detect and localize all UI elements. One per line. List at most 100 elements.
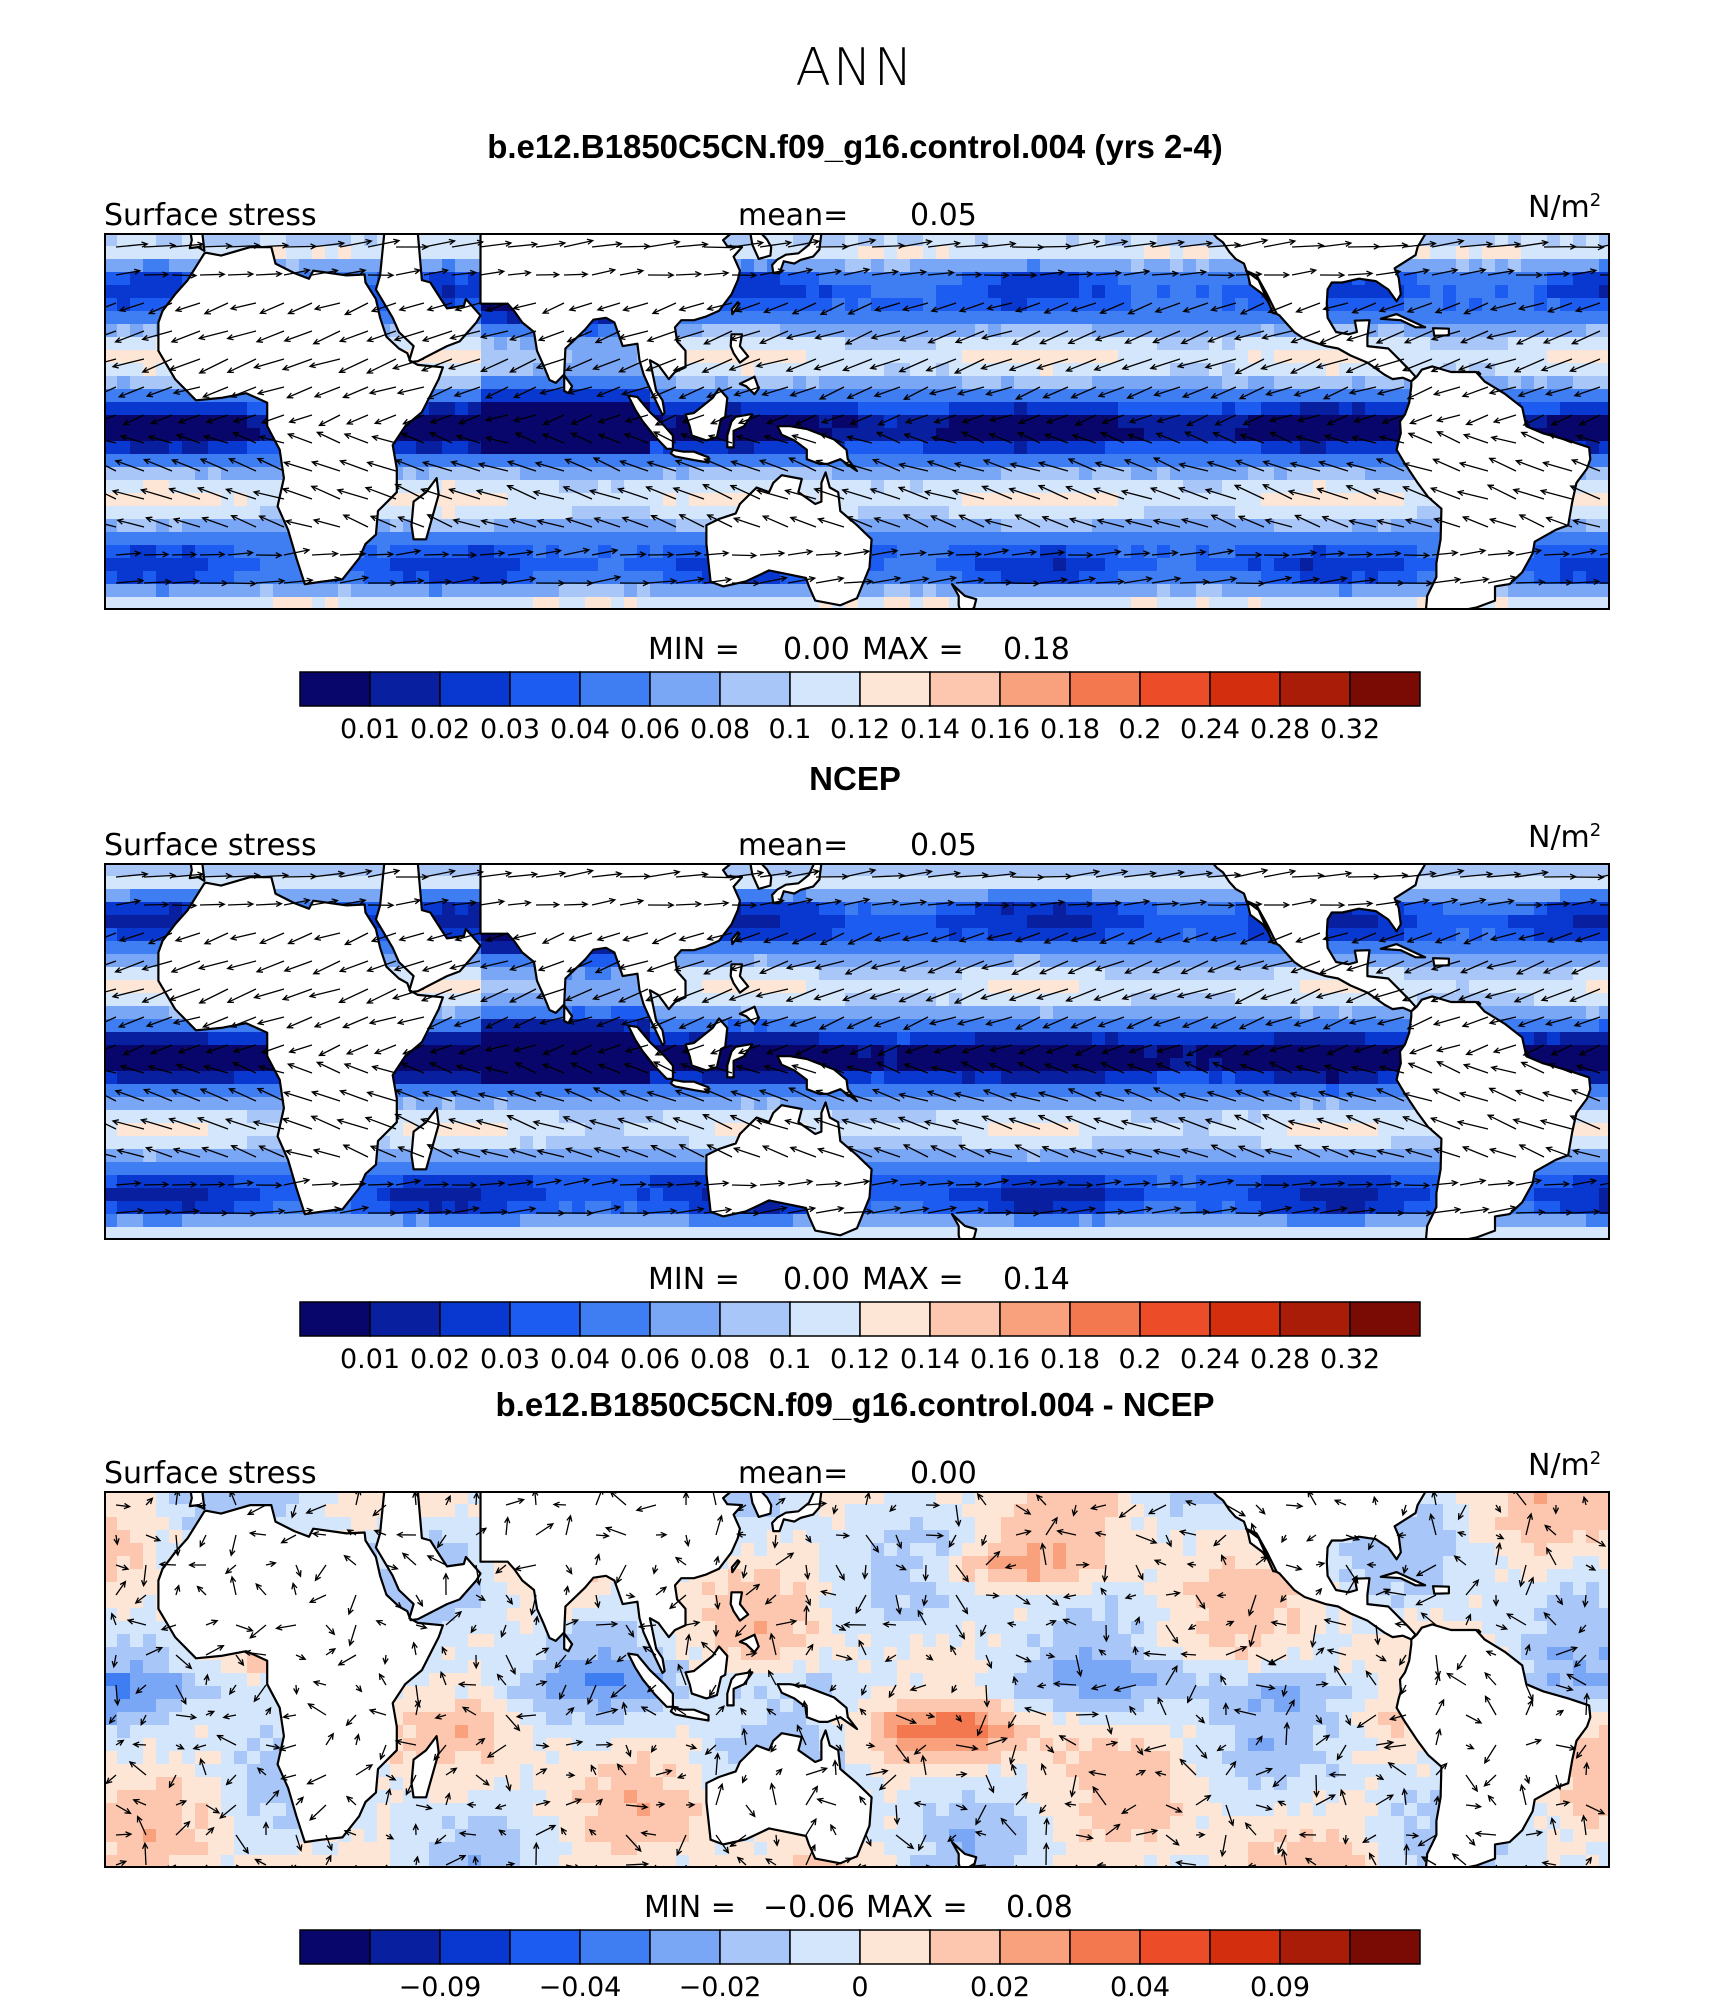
field-cell [143,571,157,585]
field-cell [1170,584,1184,598]
field-cell [182,454,196,468]
field-cell [845,915,859,929]
stress-vector [1573,386,1601,397]
field-cell [871,519,885,533]
field-cell [611,467,625,481]
stress-vector [1433,517,1461,528]
panel-title: NCEP [809,760,901,797]
field-cell [1157,558,1171,572]
stress-vector [1235,271,1263,278]
stress-vector [594,330,621,344]
field-cell [1365,597,1379,610]
field-cell [1274,402,1288,416]
field-cell [1157,941,1171,955]
field-cell [416,597,430,610]
field-cell [156,467,170,481]
field-cell [871,337,885,351]
field-cell [1118,467,1132,481]
field-cell [1378,571,1392,585]
stress-vector [1488,386,1517,396]
field-cell [910,246,924,260]
field-cell [1573,272,1587,286]
field-cell [104,863,118,877]
field-cell [247,584,261,598]
stress-vector [312,330,341,345]
stress-vector [930,435,957,444]
field-cell [208,493,222,507]
stress-vector [1319,240,1353,248]
field-cell [884,376,898,390]
field-cell [1339,441,1353,455]
stress-vector [115,241,149,248]
field-cell [546,584,560,598]
field-cell [1144,480,1158,494]
stress-vector [901,302,929,312]
field-cell [871,246,885,260]
field-cell [598,506,612,520]
stress-vector [619,268,645,276]
stress-vector [958,514,985,528]
field-cell [455,246,469,260]
field-cell [169,558,183,572]
field-cell [1027,389,1041,403]
stress-vector [281,487,313,500]
colorbar-tick-label: 0.02 [410,714,470,745]
field-cell [1495,311,1509,325]
field-cell [1027,441,1041,455]
stress-vector [171,241,205,248]
stress-vector [447,358,481,371]
field-cell [1027,363,1041,377]
field-cell [650,493,664,507]
field-cell [1209,363,1223,377]
field-cell [429,272,443,286]
stress-vector [479,268,506,276]
stress-vector [226,330,257,341]
field-cell [754,915,768,929]
field-cell [988,558,1002,572]
stress-vector [283,330,313,343]
field-cell [1222,441,1236,455]
field-cell [845,480,859,494]
stress-vector [927,269,955,277]
stress-vector [734,302,761,313]
field-cell [1157,902,1171,916]
field-cell [1014,259,1028,273]
field-cell [1443,350,1457,364]
stress-vector [284,519,313,528]
field-cell [637,571,651,585]
stress-vector [591,547,619,556]
field-cell [1014,454,1028,468]
field-cell [455,376,469,390]
field-cell [676,324,690,338]
field-cell [1521,876,1535,890]
field-cell [1105,298,1119,312]
colorbar-tick-label: 0.1 [769,714,812,745]
stress-vector [928,386,957,396]
stress-vector [1515,548,1543,556]
field-cell [1599,584,1610,598]
field-cell [338,889,352,903]
field-cell [143,545,157,559]
stress-vector [142,458,173,472]
field-cell [923,402,937,416]
field-cell [884,558,898,572]
field-cell [1092,441,1106,455]
field-cell [143,311,157,325]
stress-vector [1569,485,1601,500]
field-cell [1469,259,1483,273]
field-cell [1248,363,1262,377]
stress-vector [1043,302,1069,314]
field-cell [1482,246,1496,260]
field-cell [1274,597,1288,610]
stress-vector [1518,514,1545,528]
field-cell [1417,311,1431,325]
field-cell [1365,402,1379,416]
field-cell [1586,337,1600,351]
field-cell [442,441,456,455]
field-cell [247,428,261,442]
super-title: ANN [795,38,915,98]
field-cell [234,233,248,247]
field-cell [468,493,482,507]
field-cell [182,246,196,260]
field-cell [1547,545,1561,559]
